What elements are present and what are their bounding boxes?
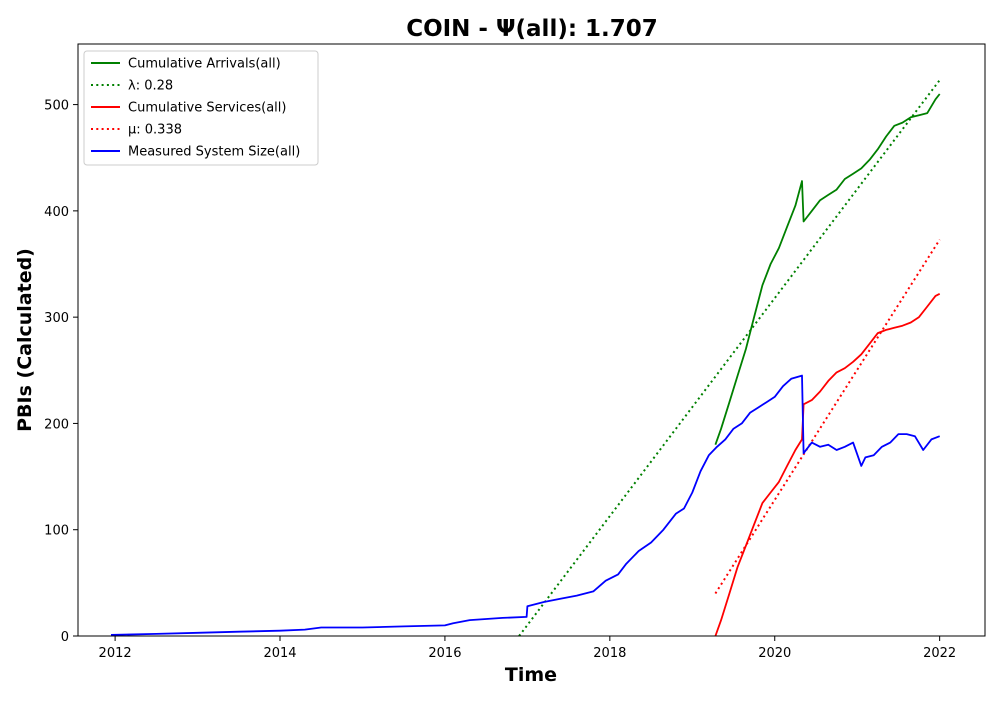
series-line-3 (714, 292, 941, 636)
y-axis-label: PBIs (Calculated) (14, 248, 36, 432)
legend-label: λ: 0.28 (128, 79, 173, 94)
plot-frame (77, 43, 986, 637)
legend-label: μ: 0.338 (128, 123, 182, 138)
plot-area (110, 79, 941, 636)
y-tick-label: 300 (44, 311, 69, 326)
axes: 2012 2014 2016 2018 2020 2022 0 100 200 300 400 500 (44, 43, 986, 661)
y-tick-label: 200 (44, 417, 69, 432)
legend: Cumulative Arrivals(all) λ: 0.28 Cumulativ… (83, 50, 319, 166)
series-line-4 (714, 239, 941, 595)
legend-box (83, 50, 319, 166)
x-tick-label: 2022 (923, 646, 956, 661)
chart-title: COIN - Ψ(all): 1.707 (406, 16, 658, 42)
y-tick-label: 100 (44, 524, 69, 539)
y-tick-label: 400 (44, 205, 69, 220)
x-tick-label: 2014 (263, 646, 296, 661)
x-tick-label: 2018 (593, 646, 626, 661)
legend-label: Measured System Size(all) (128, 145, 300, 160)
y-tick-label: 500 (44, 99, 69, 114)
y-tick-label: 0 (61, 630, 69, 645)
x-tick-label: 2012 (99, 646, 132, 661)
x-tick-label: 2016 (428, 646, 461, 661)
series-line-5 (110, 374, 941, 636)
x-tick-label: 2020 (758, 646, 791, 661)
legend-label: Cumulative Arrivals(all) (128, 57, 281, 72)
series-group (110, 79, 941, 636)
legend-label: Cumulative Services(all) (128, 101, 286, 116)
x-axis-label: Time (505, 664, 557, 686)
series-line-1 (714, 93, 941, 446)
